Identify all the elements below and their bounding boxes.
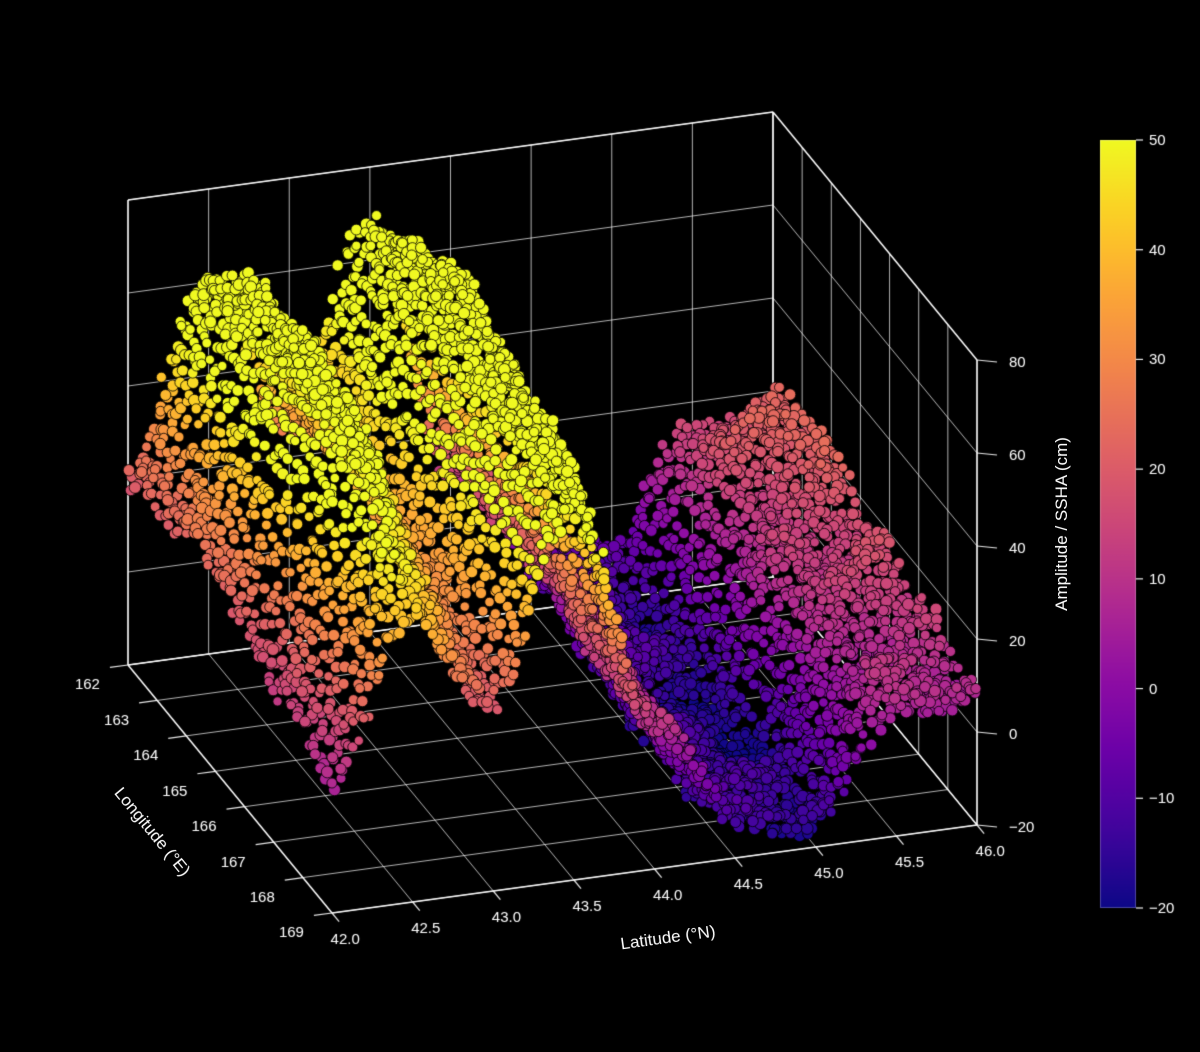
plot-canvas: [0, 0, 1200, 1052]
3d-scatter-figure: Latitude (°N) Longitude (°E) Amplitude /…: [0, 0, 1200, 1052]
